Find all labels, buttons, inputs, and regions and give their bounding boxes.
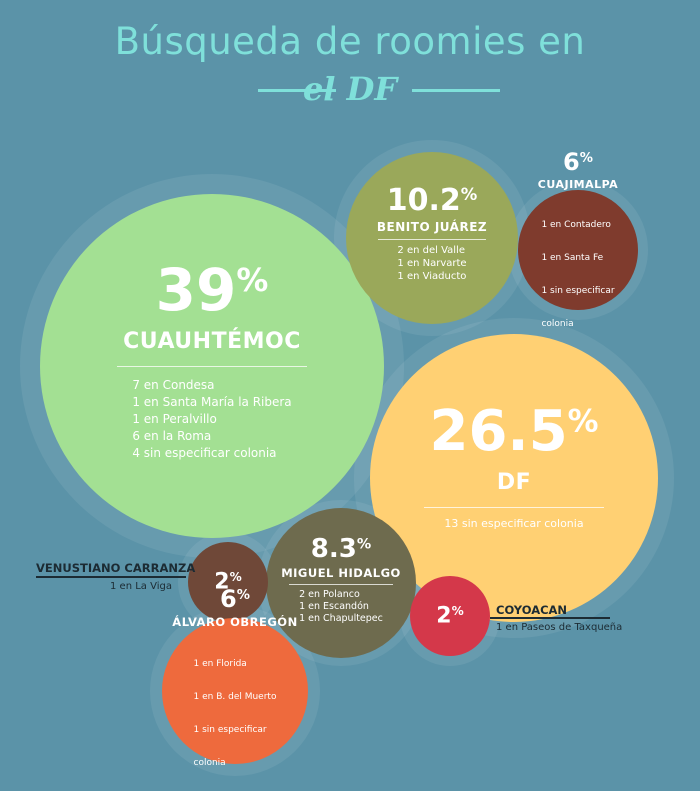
page-subtitle: el DF	[302, 70, 398, 108]
pct-df: 26.5%	[429, 399, 599, 464]
item-venustiano-carranza: 1 en La Viga	[110, 581, 172, 592]
bubble-coyoacan: 2%	[410, 576, 490, 656]
subtitle-rule-right	[412, 89, 500, 92]
bubble-df: 26.5% DF 13 sin especificar colonia	[370, 334, 658, 622]
list-item: 1 en Contadero	[541, 220, 611, 230]
pct-alvaro-obregon: 6%	[220, 585, 250, 613]
pct-cuauhtemoc: 39%	[155, 255, 269, 324]
pct-cuajimalpa: 6%	[563, 148, 593, 176]
list-miguel-hidalgo: 2 en Polanco 1 en Escandón 1 en Chapulte…	[299, 589, 383, 625]
pct-benito-juarez: 10.2%	[386, 182, 478, 218]
rule-df	[424, 507, 604, 508]
list-item: 1 en Florida	[193, 659, 247, 669]
rule-miguel-hidalgo	[289, 583, 393, 585]
bubble-cuauhtemoc: 39% CUAUHTÉMOC 7 en Condesa 1 en Santa M…	[40, 194, 384, 538]
pct-venustiano-carranza: 2%	[214, 569, 242, 595]
bubble-venustiano-carranza: 2%	[188, 542, 268, 622]
list-item: 1 en Peralvillo	[132, 411, 217, 426]
list-df: 13 sin especificar colonia	[444, 516, 583, 532]
label-coyoacan: COYOACAN	[496, 603, 568, 617]
list-item: 1 sin especificar	[541, 286, 615, 296]
bubble-cuajimalpa: 6% CUAJIMALPA 1 en Contadero 1 en Santa …	[518, 150, 638, 329]
list-item: 2 en Polanco	[299, 588, 360, 600]
list-item: 4 sin especificar colonia	[132, 445, 277, 460]
pct-miguel-hidalgo: 8.3%	[310, 533, 372, 564]
list-cuauhtemoc: 7 en Condesa 1 en Santa María la Ribera …	[132, 377, 291, 462]
bubble-alvaro-obregon: 6% ÁLVARO OBREGÓN 1 en Florida 1 en B. d…	[162, 587, 308, 768]
list-alvaro-obregon: 1 en Florida 1 en B. del Muerto 1 sin es…	[194, 637, 277, 791]
list-item: 1 en Santa Fe	[541, 253, 604, 263]
rule-coyoacan	[490, 617, 610, 619]
name-df: DF	[496, 470, 532, 495]
list-benito-juarez: 2 en del Valle 1 en Narvarte 1 en Viaduc…	[397, 244, 466, 283]
list-item: 1 en Chapultepec	[299, 612, 383, 624]
list-item: 2 en del Valle	[397, 244, 465, 256]
item-coyoacan: 1 en Paseos de Taxqueña	[496, 622, 623, 633]
list-item: colonia	[193, 758, 226, 768]
rule-benito-juarez	[378, 238, 486, 240]
list-item: 1 en Viaducto	[397, 270, 467, 282]
list-item: 7 en Condesa	[132, 377, 215, 392]
rule-venustiano-carranza	[36, 576, 186, 578]
subtitle-row: el DF	[0, 70, 700, 110]
name-cuauhtemoc: CUAUHTÉMOC	[123, 328, 301, 354]
name-miguel-hidalgo: MIGUEL HIDALGO	[281, 565, 401, 580]
list-item: 1 en Escandón	[299, 600, 369, 612]
list-item: 6 en la Roma	[132, 428, 212, 443]
name-alvaro-obregon: ÁLVARO OBREGÓN	[172, 615, 298, 629]
label-venustiano-carranza: VENUSTIANO CARRANZA	[36, 561, 196, 575]
name-cuajimalpa: CUAJIMALPA	[537, 178, 619, 191]
bubble-benito-juarez: 10.2% BENITO JUÁREZ 2 en del Valle 1 en …	[346, 152, 518, 324]
list-item: 13 sin especificar colonia	[444, 517, 584, 530]
subtitle-rule-left	[258, 89, 336, 92]
rule-cuauhtemoc	[117, 365, 307, 367]
list-cuajimalpa: 1 en Contadero 1 en Santa Fe 1 sin espec…	[541, 198, 614, 352]
list-item: colonia	[541, 319, 574, 329]
list-item: 1 en Santa María la Ribera	[132, 394, 292, 409]
bubble-miguel-hidalgo: 8.3% MIGUEL HIDALGO 2 en Polanco 1 en Es…	[266, 508, 416, 658]
list-item: 1 sin especificar	[193, 725, 267, 735]
list-item: 1 en Narvarte	[397, 257, 467, 269]
name-benito-juarez: BENITO JUÁREZ	[376, 219, 488, 234]
page-title: Búsqueda de roomies en	[114, 20, 586, 63]
pct-coyoacan: 2%	[436, 603, 464, 629]
list-item: 1 en B. del Muerto	[193, 692, 277, 702]
